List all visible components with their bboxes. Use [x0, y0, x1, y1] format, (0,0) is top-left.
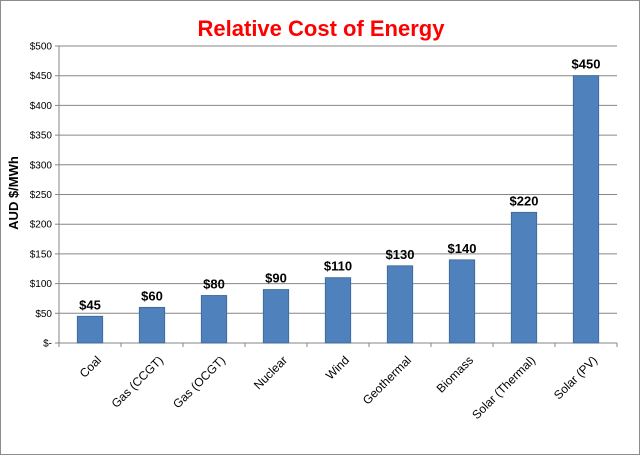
chart-title: Relative Cost of Energy	[198, 16, 446, 41]
data-labels: $45 $60 $80 $90 $110 $130 $140 $220 $450	[79, 57, 600, 313]
y-tick-label: $150	[30, 249, 53, 260]
data-label-3: $90	[265, 271, 287, 286]
y-tick-label: $400	[30, 101, 53, 112]
y-tick-label: $100	[30, 279, 53, 290]
bar-4	[324, 277, 352, 344]
x-category-label-7: Solar (Thermal)	[469, 353, 538, 422]
bar-3	[262, 289, 290, 344]
bar-7	[510, 211, 538, 344]
y-tick-label: $300	[30, 160, 53, 171]
data-label-8: $450	[572, 57, 601, 72]
data-label-2: $80	[203, 276, 225, 291]
y-tick-label: $50	[35, 309, 52, 320]
x-category-label-5: Geothermal	[360, 353, 414, 407]
x-category-label-3: Nuclear	[251, 353, 290, 392]
x-category-label-8: Solar (PV)	[551, 353, 600, 402]
x-category-label-2: Gas (OCGT)	[170, 353, 228, 411]
x-category-label-0: Coal	[77, 353, 104, 380]
bar-6	[448, 259, 476, 344]
x-category-label-6: Biomass	[434, 353, 476, 395]
bar-1	[138, 306, 166, 344]
bar-8	[572, 75, 600, 344]
x-category-label-4: Wind	[323, 353, 352, 382]
gridlines	[59, 45, 617, 314]
data-label-0: $45	[79, 297, 101, 312]
bar-0	[76, 315, 104, 344]
data-label-1: $60	[141, 288, 163, 303]
y-tick-label: $350	[30, 131, 53, 142]
bars	[76, 75, 600, 344]
data-label-6: $140	[448, 241, 477, 256]
data-label-7: $220	[510, 193, 539, 208]
y-tick-label: $450	[30, 71, 53, 82]
y-axis-title: AUD $/MWh	[6, 156, 21, 230]
x-category-labels: Coal Gas (CCGT) Gas (OCGT) Nuclear Wind Geoth…	[77, 353, 600, 422]
y-tick-label: $250	[30, 190, 53, 201]
y-tick-label: $200	[30, 220, 53, 231]
bar-2	[200, 295, 228, 344]
data-label-5: $130	[386, 247, 415, 262]
y-tick-labels: $- $50 $100 $150 $200 $250 $300 $350 $400 $450 $50…	[30, 42, 53, 350]
x-category-label-1: Gas (CCGT)	[109, 353, 167, 411]
y-tick-label: $-	[43, 339, 52, 350]
bar-5	[386, 265, 414, 344]
data-label-4: $110	[324, 259, 352, 274]
y-tick-label: $500	[30, 42, 53, 53]
